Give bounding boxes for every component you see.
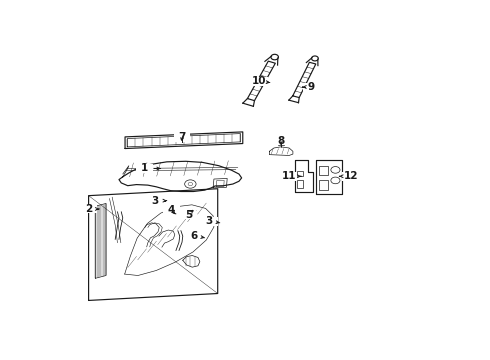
FancyBboxPatch shape — [281, 172, 297, 181]
Text: 3: 3 — [206, 216, 213, 226]
FancyBboxPatch shape — [251, 77, 268, 86]
Text: 1: 1 — [141, 163, 148, 174]
Text: 12: 12 — [343, 171, 358, 181]
Text: 5: 5 — [185, 210, 192, 220]
Text: 9: 9 — [308, 82, 315, 92]
Text: 2: 2 — [85, 204, 92, 214]
FancyBboxPatch shape — [80, 204, 97, 213]
Bar — [297, 171, 303, 176]
FancyBboxPatch shape — [272, 136, 289, 145]
Bar — [319, 180, 328, 190]
Text: 3: 3 — [152, 195, 159, 206]
FancyBboxPatch shape — [163, 205, 180, 214]
Text: 10: 10 — [252, 76, 267, 86]
Text: 4: 4 — [168, 204, 175, 215]
FancyBboxPatch shape — [180, 211, 197, 220]
FancyBboxPatch shape — [201, 217, 218, 226]
Bar — [297, 180, 303, 188]
FancyBboxPatch shape — [147, 196, 164, 205]
FancyBboxPatch shape — [173, 133, 190, 142]
Text: 11: 11 — [282, 171, 296, 181]
Text: 7: 7 — [178, 132, 186, 143]
FancyBboxPatch shape — [186, 231, 202, 240]
FancyBboxPatch shape — [342, 172, 359, 181]
Text: 8: 8 — [277, 136, 284, 146]
FancyBboxPatch shape — [136, 164, 153, 173]
Text: 6: 6 — [191, 231, 198, 241]
Bar — [319, 166, 328, 175]
FancyBboxPatch shape — [303, 82, 319, 91]
